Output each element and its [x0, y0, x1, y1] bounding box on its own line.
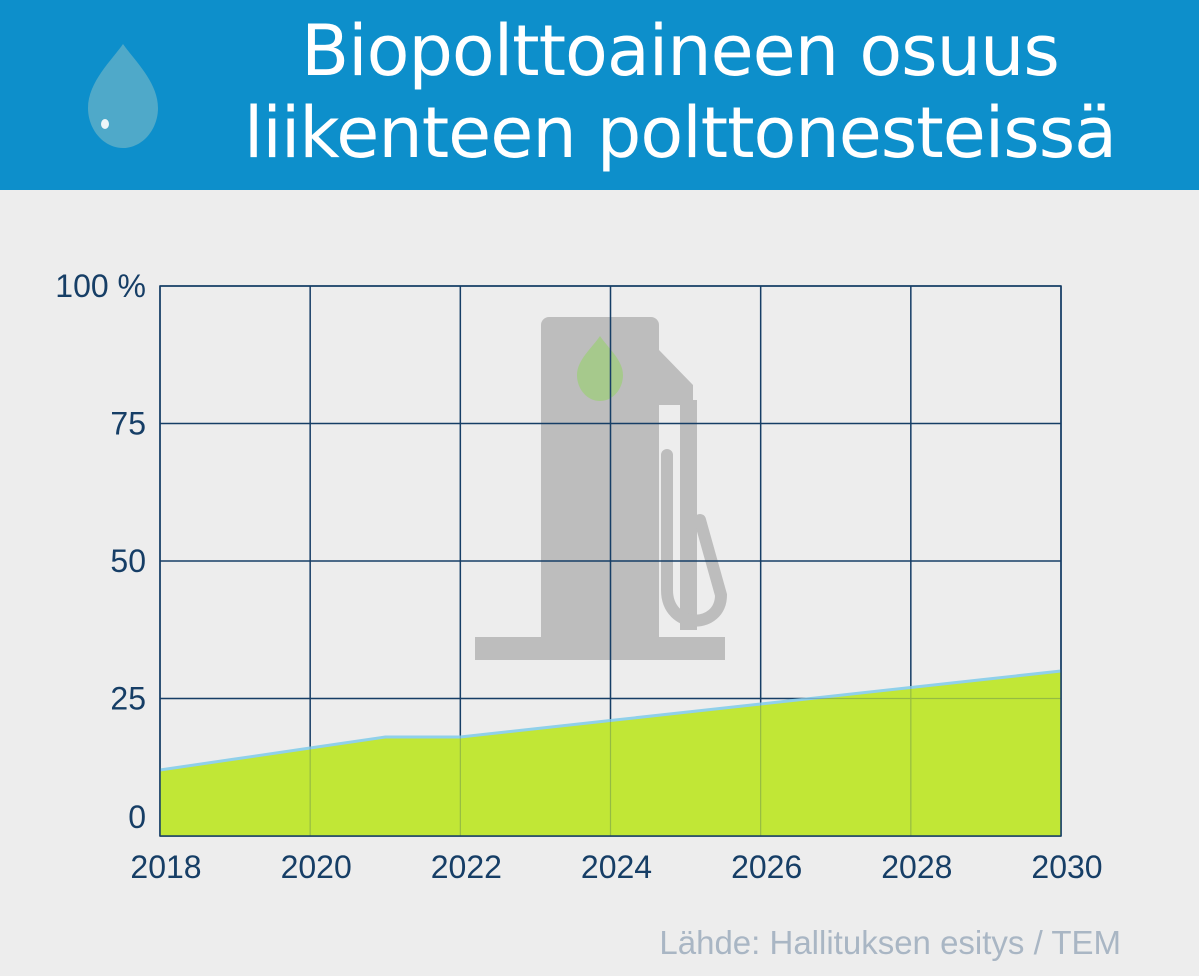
y-tick-label: 0	[128, 799, 146, 835]
series-area	[160, 671, 1061, 836]
x-tick-label: 2018	[130, 849, 201, 885]
data-series	[159, 669, 1062, 836]
title-line-1: Biopolttoaineen osuus	[301, 10, 1060, 92]
plot-frame	[159, 285, 1062, 837]
x-tick-label: 2030	[1031, 849, 1102, 885]
grid-overlay	[159, 286, 1062, 836]
y-tick-label: 100 %	[55, 268, 146, 304]
x-tick-label: 2022	[431, 849, 502, 885]
fuel-pump-icon	[475, 317, 728, 660]
area-chart: 0 25 50 75 100 % 2018 2020 2022 2024 2026 2028 2030	[55, 268, 1102, 885]
title-line-2: liikenteen polttonesteissä	[243, 92, 1117, 174]
y-tick-label: 50	[110, 543, 146, 579]
page-title: Biopolttoaineen osuus liikenteen poltton…	[190, 10, 1170, 174]
water-drop-icon	[88, 44, 158, 148]
y-tick-label: 25	[110, 681, 146, 717]
series-line	[159, 669, 1062, 772]
x-tick-label: 2028	[881, 849, 952, 885]
source-note: Lähde: Hallituksen esitys / TEM	[659, 924, 1121, 961]
x-tick-label: 2020	[281, 849, 352, 885]
axes: 0 25 50 75 100 % 2018 2020 2022 2024 2026 2028 2030	[55, 268, 1102, 885]
x-tick-label: 2026	[731, 849, 802, 885]
x-tick-label: 2024	[581, 849, 652, 885]
y-tick-label: 75	[110, 406, 146, 442]
header-banner: Biopolttoaineen osuus liikenteen poltton…	[0, 0, 1199, 190]
